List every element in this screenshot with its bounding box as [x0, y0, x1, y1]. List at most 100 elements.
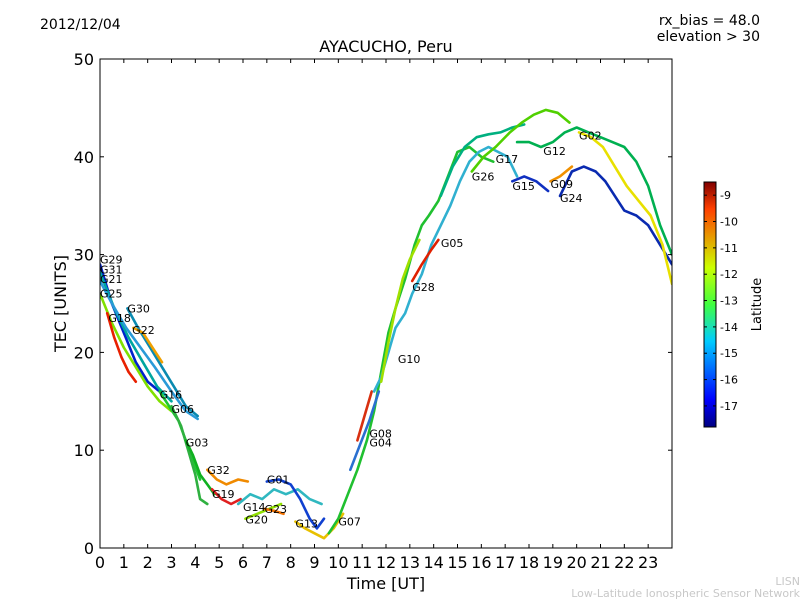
satellite-label-g32: G32	[207, 464, 230, 477]
x-tick-label: 12	[376, 553, 396, 572]
satellite-label-g23: G23	[264, 503, 287, 516]
x-tick-label: 20	[566, 553, 586, 572]
satellite-label-g01: G01	[267, 474, 290, 487]
colorbar-tick-label: -14	[720, 321, 738, 334]
colorbar-tick-label: -11	[720, 242, 738, 255]
series-line-g25	[100, 292, 173, 413]
satellite-label-g19: G19	[212, 488, 235, 501]
y-tick-label: 40	[74, 148, 94, 167]
x-tick-label: 13	[400, 553, 420, 572]
satellite-label-g20: G20	[245, 514, 268, 527]
x-tick-label: 14	[423, 553, 443, 572]
y-tick-label: 0	[84, 539, 94, 558]
series-line-g09	[549, 165, 574, 183]
series-line-g17	[470, 108, 571, 173]
x-tick-label: 17	[495, 553, 515, 572]
satellite-label-g05: G05	[441, 237, 464, 250]
series-line-g28	[379, 238, 421, 383]
x-tick-label: 4	[190, 553, 200, 572]
series-line-g32	[206, 468, 250, 486]
colorbar-tick-label: -17	[720, 400, 738, 413]
x-tick-label: 5	[214, 553, 224, 572]
satellite-label-g24: G24	[560, 192, 583, 205]
series-line-g04	[349, 390, 381, 472]
satellite-label-g13: G13	[295, 518, 318, 531]
satellite-label-g14: G14	[243, 501, 266, 514]
colorbar-tick-label: -9	[720, 189, 731, 202]
x-tick-label: 3	[166, 553, 176, 572]
series-line-g14	[236, 488, 323, 506]
satellite-label-g22: G22	[132, 324, 155, 337]
series-line-g08	[356, 390, 373, 442]
x-axis-label: Time [UT]	[346, 574, 425, 593]
x-tick-label: 22	[614, 553, 634, 572]
elevation-label: elevation > 30	[656, 29, 760, 45]
satellite-label-g21: G21	[100, 273, 123, 286]
satellite-label-g25: G25	[100, 288, 123, 301]
x-tick-label: 6	[238, 553, 248, 572]
series-line-g13	[294, 512, 345, 540]
series-line-g30	[126, 307, 199, 418]
colorbar-bar	[703, 181, 717, 428]
series-line-g06	[170, 404, 209, 506]
footer-line2: Low-Latitude Ionospheric Sensor Network	[571, 587, 800, 600]
satellite-label-g08: G08	[369, 428, 392, 441]
chart-title: AYACUCHO, Peru	[319, 37, 453, 56]
x-tick-label: 11	[352, 553, 372, 572]
series-line-g21	[100, 279, 199, 421]
satellite-label-g31: G31	[100, 263, 123, 276]
satellite-label-g29: G29	[100, 253, 123, 266]
satellite-label-g04: G04	[369, 436, 392, 449]
x-tick-label: 1	[119, 553, 129, 572]
series-line-g23	[263, 507, 285, 516]
series-line-g24	[558, 165, 672, 266]
y-tick-label: 50	[74, 50, 94, 69]
x-tick-label: 7	[262, 553, 272, 572]
series-line-g26	[439, 123, 526, 198]
y-tick-label: 30	[74, 246, 94, 265]
satellite-label-g16: G16	[160, 388, 183, 401]
colorbar-tick-label: -12	[720, 268, 738, 281]
series-layer	[100, 108, 672, 540]
x-tick-label: 2	[143, 553, 153, 572]
satellite-label-g26: G26	[472, 170, 495, 183]
x-tick-label: 10	[328, 553, 348, 572]
y-tick-label: 20	[74, 343, 94, 362]
y-axis-label: TEC [UNITS]	[51, 255, 70, 353]
series-line-g02	[577, 131, 672, 286]
x-tick-label: 9	[309, 553, 319, 572]
x-tick-label: 0	[95, 553, 105, 572]
colorbar-label: Latitude	[750, 278, 765, 332]
x-tick-label: 16	[471, 553, 491, 572]
satellite-label-g09: G09	[550, 178, 573, 191]
series-line-g03	[184, 439, 216, 496]
satellite-label-g17: G17	[496, 153, 519, 166]
y-tick-label: 10	[74, 441, 94, 460]
satellite-label-g15: G15	[512, 180, 535, 193]
series-line-g18	[105, 312, 138, 383]
satellite-label-g06: G06	[172, 403, 195, 416]
x-tick-label: 21	[590, 553, 610, 572]
x-tick-label: 15	[447, 553, 467, 572]
series-line-g19	[210, 488, 242, 506]
colorbar-tick-label: -15	[720, 347, 738, 360]
colorbar-tick-label: -13	[720, 295, 738, 308]
satellite-label-g12: G12	[543, 145, 566, 158]
satellite-label-g07: G07	[338, 516, 361, 529]
footer-credit: LISN Low-Latitude Ionospheric Sensor Net…	[571, 576, 800, 600]
colorbar-tick-label: -10	[720, 216, 738, 229]
x-tick-label: 18	[519, 553, 539, 572]
colorbar: -9 -10 -11 -12 -13 -14 -15 -16 -17 Latitude	[703, 181, 765, 428]
satellite-label-g18: G18	[108, 312, 131, 325]
x-tick-label: 19	[543, 553, 563, 572]
series-line-g22	[132, 326, 164, 364]
axes-layer: 0 1 2 3 4 5 6 7 8 9 10 11 12 13 14 15 16 17 18 19 20 21 22 2301…	[51, 50, 673, 593]
date-label: 2012/12/04	[40, 17, 121, 33]
series-line-g05	[410, 238, 440, 283]
footer-line1: LISN	[775, 575, 800, 588]
series-line-g07	[327, 145, 495, 535]
parameters-label: rx_bias = 48.0 elevation > 30	[657, 13, 760, 45]
series-line-g20	[244, 502, 283, 520]
